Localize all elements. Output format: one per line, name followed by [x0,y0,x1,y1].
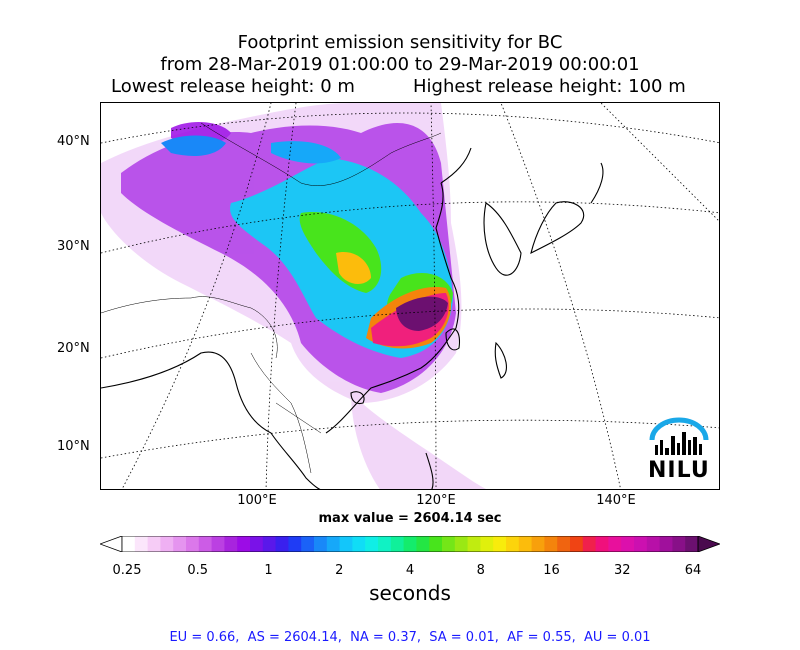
colorbar-swatch [582,536,597,552]
colorbar-swatch [275,536,289,552]
footprint-map [101,103,719,489]
colorbar-swatch [301,536,315,552]
max-value-label: max value = 2604.14 sec [318,511,502,526]
colorbar-swatch [262,536,277,552]
lon-label-100e: 100°E [237,493,277,508]
plot-title-line2: from 28-Mar-2019 01:00:00 to 29-Mar-2019… [160,54,640,75]
colorbar-tick-label: 32 [613,563,631,578]
colorbar-swatch [390,536,405,552]
lat-label-20n: 20°N [57,341,90,356]
colorbar-swatch [595,536,609,552]
graticule [101,103,719,489]
colorbar-swatch [685,536,699,552]
colorbar-swatch [672,536,686,552]
colorbar-swatch [378,536,392,552]
colorbar-tick-label: 64 [684,563,702,578]
colorbar-swatch [480,536,494,552]
lat-label-40n: 40°N [57,134,90,149]
map-panel [100,102,720,490]
colorbar-swatch [122,536,136,552]
colorbar-swatch [314,536,328,552]
colorbar-swatch [186,536,200,552]
nilu-logo-text: NILU [648,458,710,483]
lon-label-120e: 120°E [416,493,456,508]
colorbar-swatch [198,536,213,552]
colorbar-swatch [237,536,251,552]
colorbar-swatch [608,536,622,552]
colorbar-swatch [288,536,302,552]
colorbar-swatch [531,536,545,552]
colorbar-swatch [570,536,584,552]
colorbar-swatch [621,536,635,552]
colorbar-swatch [493,536,507,552]
colorbar-swatch [339,536,353,552]
colorbar-swatch [634,536,648,552]
colorbar-tick-label: 8 [476,563,485,578]
colorbar-swatch [352,536,366,552]
colorbar-svg [98,535,722,553]
colorbar-units: seconds [369,581,451,605]
colorbar-swatch [467,536,481,552]
colorbar-swatch [506,536,520,552]
colorbar-max-extend [697,535,722,553]
colorbar-swatch [429,536,443,552]
colorbar-swatch [326,536,341,552]
colorbar-swatch [659,536,673,552]
colorbar-swatch [442,536,456,552]
colorbar-swatch [403,536,417,552]
colorbar-swatch [211,536,225,552]
colorbar-swatch [646,536,661,552]
colorbar-tick-label: 0.25 [112,563,142,578]
plot-title-line1: Footprint emission sensitivity for BC [237,32,563,53]
colorbar-tick-label: 16 [543,563,560,578]
colorbar-swatch [518,536,533,552]
highest-release-height: Highest release height: 100 m [413,76,686,97]
colorbar-swatch [160,536,174,552]
colorbar-tick-label: 2 [335,563,344,578]
region-values-footer: EU = 0.66, AS = 2604.14, NA = 0.37, SA =… [169,630,651,645]
colorbar-tick-label: 0.5 [187,563,209,578]
lon-label-140e: 140°E [596,493,636,508]
colorbar-swatch [454,536,469,552]
colorbar-swatch [147,536,161,552]
colorbar-swatch [544,536,558,552]
colorbar [98,535,722,553]
colorbar-swatch [250,536,264,552]
lat-label-30n: 30°N [57,239,90,254]
colorbar-min-extend [98,535,123,553]
coastlines [101,147,604,489]
colorbar-swatch [173,536,187,552]
lowest-release-height: Lowest release height: 0 m [111,76,355,97]
colorbar-swatch [416,536,430,552]
nilu-logo-icon [649,417,709,455]
country-borders [101,122,442,474]
colorbar-swatch [224,536,238,552]
colorbar-swatch [365,536,379,552]
colorbar-swatch [134,536,149,552]
colorbar-tick-label: 4 [405,563,415,578]
colorbar-tick-label: 1 [264,563,273,578]
lat-label-10n: 10°N [57,439,90,454]
colorbar-swatch [557,536,571,552]
